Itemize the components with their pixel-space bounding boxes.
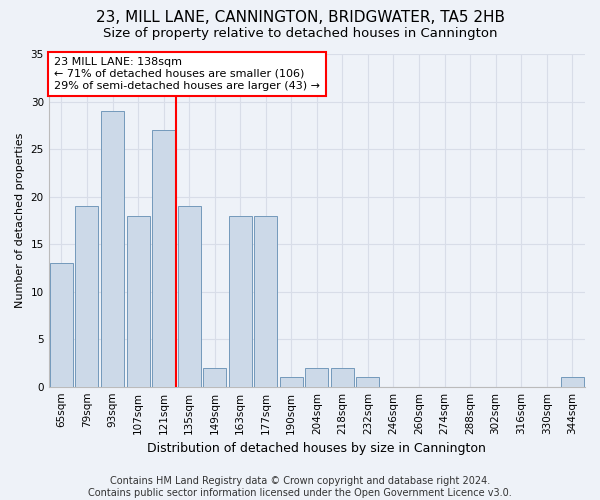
Y-axis label: Number of detached properties: Number of detached properties bbox=[15, 132, 25, 308]
Text: Size of property relative to detached houses in Cannington: Size of property relative to detached ho… bbox=[103, 28, 497, 40]
Text: Contains HM Land Registry data © Crown copyright and database right 2024.
Contai: Contains HM Land Registry data © Crown c… bbox=[88, 476, 512, 498]
Bar bbox=[152, 130, 175, 386]
Bar bbox=[101, 111, 124, 386]
X-axis label: Distribution of detached houses by size in Cannington: Distribution of detached houses by size … bbox=[148, 442, 486, 455]
Bar bbox=[305, 368, 328, 386]
Bar bbox=[561, 377, 584, 386]
Bar bbox=[280, 377, 303, 386]
Bar bbox=[254, 216, 277, 386]
Bar bbox=[203, 368, 226, 386]
Bar bbox=[50, 263, 73, 386]
Bar bbox=[76, 206, 98, 386]
Bar bbox=[178, 206, 200, 386]
Bar bbox=[127, 216, 149, 386]
Text: 23 MILL LANE: 138sqm
← 71% of detached houses are smaller (106)
29% of semi-deta: 23 MILL LANE: 138sqm ← 71% of detached h… bbox=[54, 58, 320, 90]
Bar bbox=[356, 377, 379, 386]
Text: 23, MILL LANE, CANNINGTON, BRIDGWATER, TA5 2HB: 23, MILL LANE, CANNINGTON, BRIDGWATER, T… bbox=[95, 10, 505, 25]
Bar bbox=[331, 368, 354, 386]
Bar bbox=[229, 216, 252, 386]
